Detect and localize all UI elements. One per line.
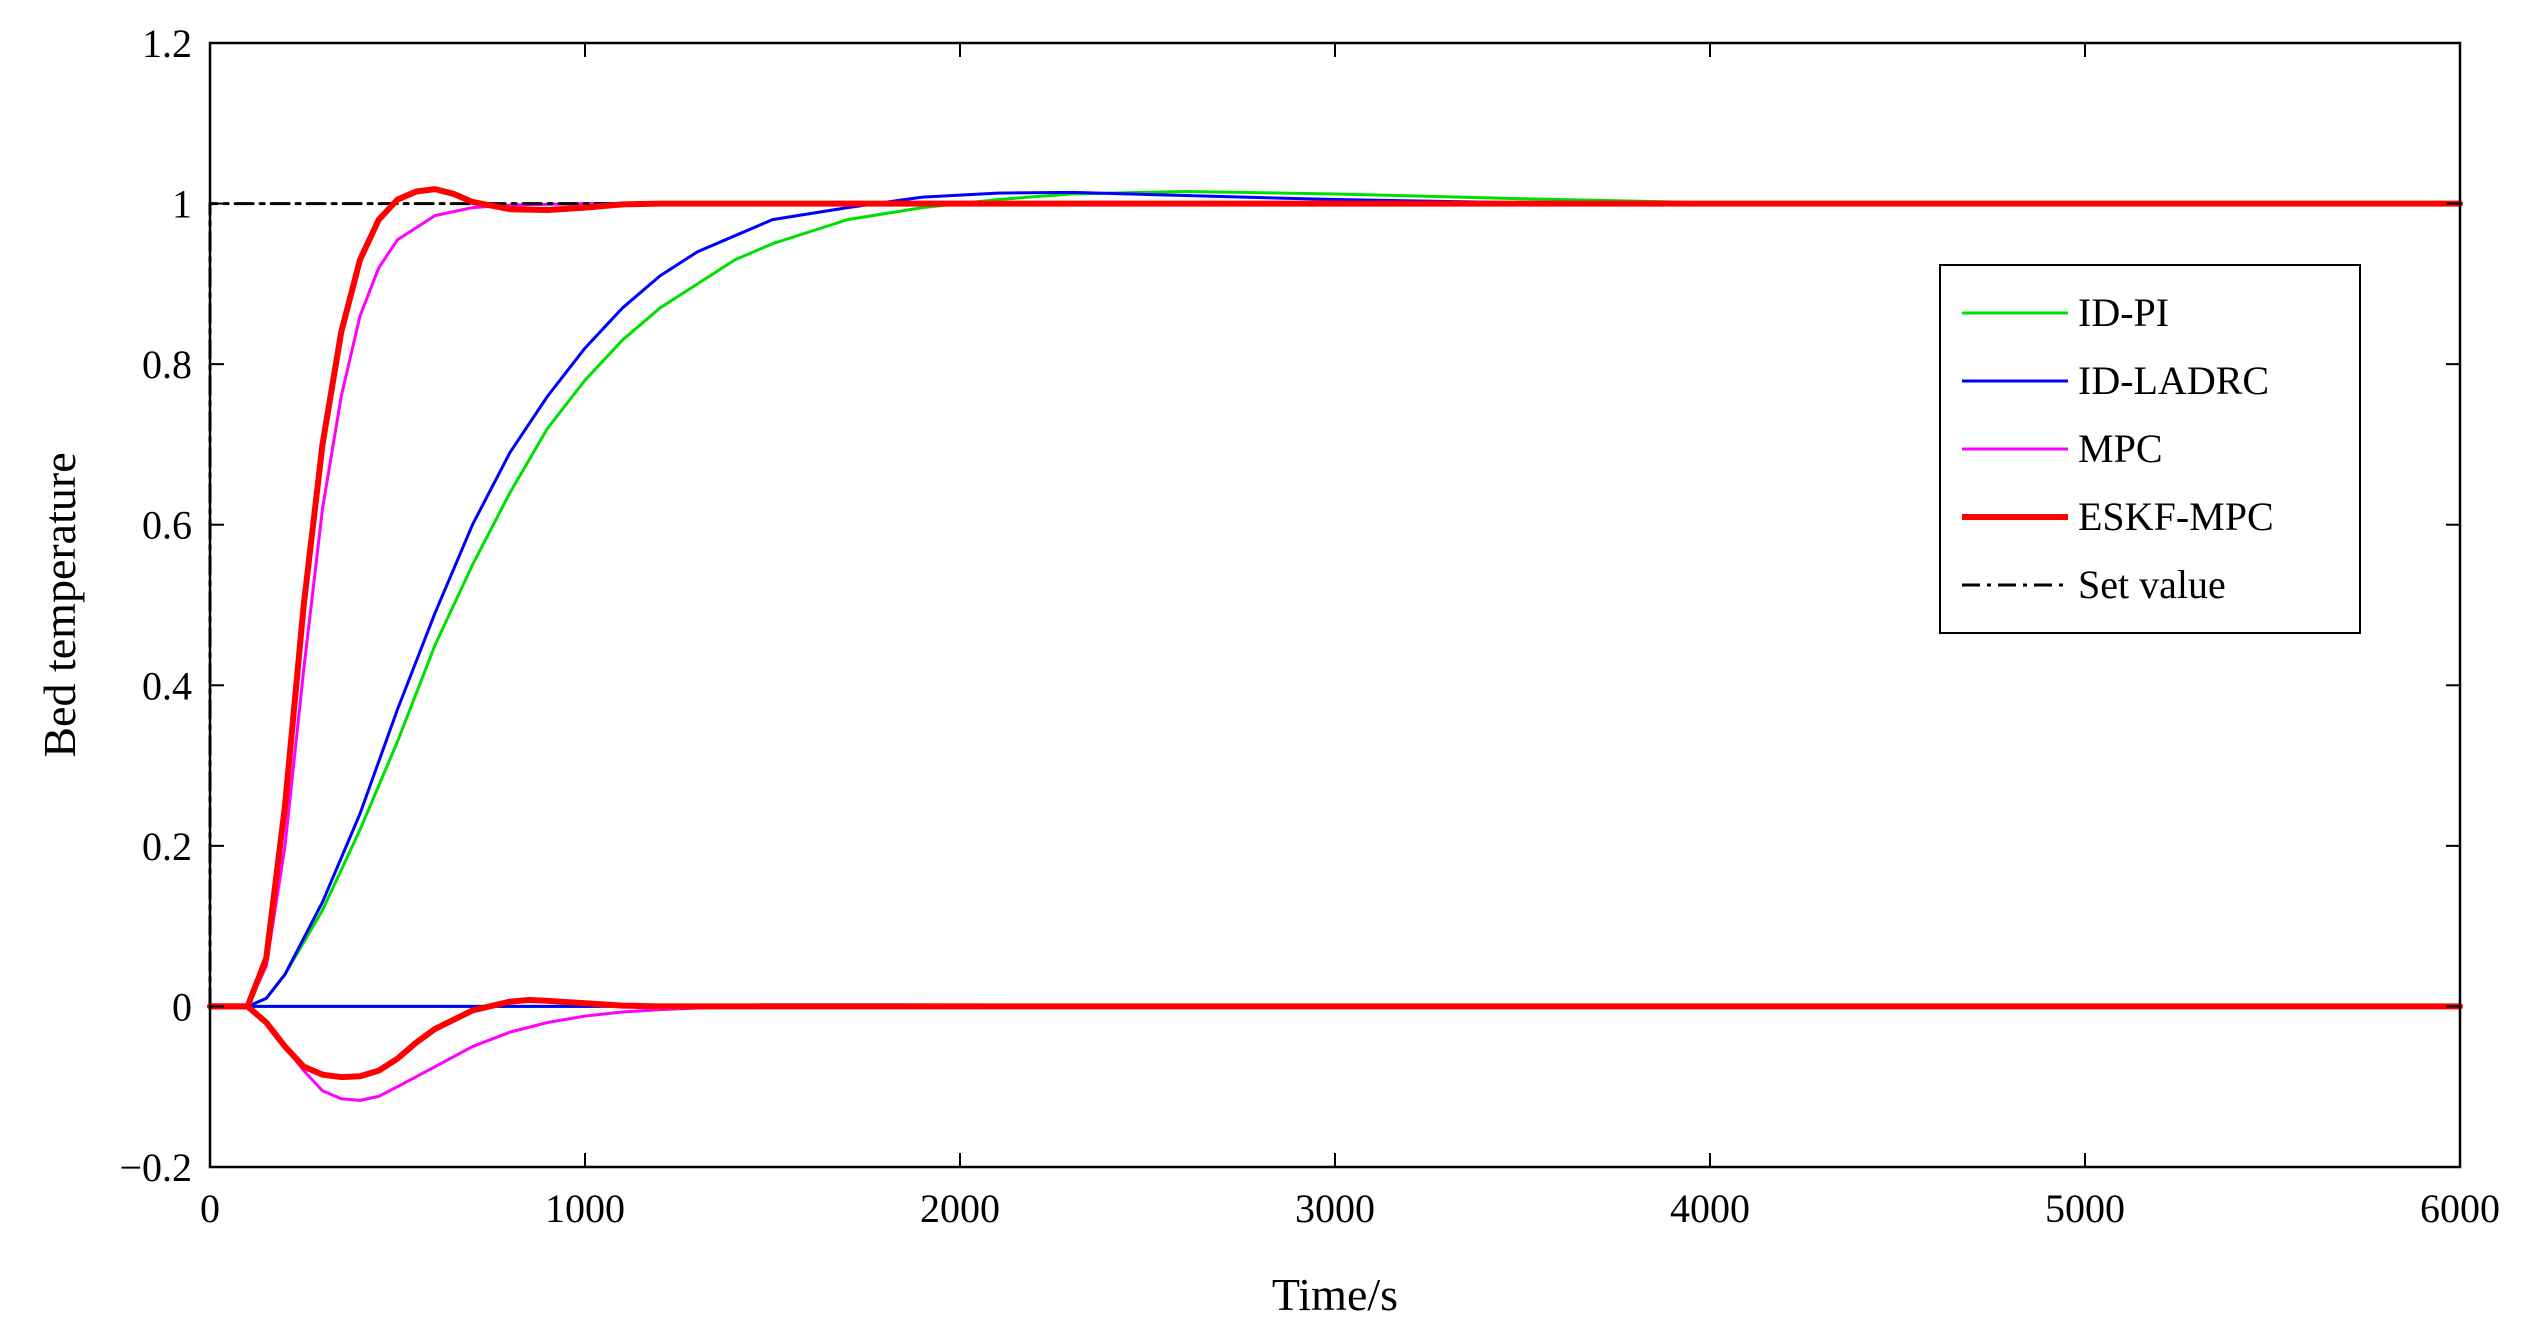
x-tick-label: 1000: [545, 1186, 625, 1231]
ticks-layer: 0 1000 2000 3000 4000 5000 6000−0.200.20.40.60…: [119, 21, 2500, 1231]
y-tick-label: 1.2: [142, 21, 192, 66]
y-tick-label: 0.4: [142, 663, 192, 708]
legend-label-eskf-mpc: ESKF-MPC: [2078, 494, 2274, 539]
y-axis-label: Bed temperature: [34, 452, 85, 757]
legend-label-id-ladrc: ID-LADRC: [2078, 358, 2269, 403]
series-layer: [207, 186, 2463, 1102]
series-line-eskf-mpc-lower: [207, 997, 2463, 1081]
legend-label-mpc: MPC: [2078, 426, 2163, 471]
x-tick-label: 0: [200, 1186, 220, 1231]
y-tick-label: 0.8: [142, 342, 192, 387]
y-tick-label: 0: [172, 984, 192, 1029]
x-tick-label: 2000: [920, 1186, 1000, 1231]
y-tick-label: 1: [172, 182, 192, 227]
x-axis-label: Time/s: [1272, 1269, 1398, 1320]
y-tick-label: 0.2: [142, 824, 192, 869]
series-line-id-ladrc: [208, 190, 2462, 1008]
series-line-eskf-mpc: [207, 186, 2463, 1010]
x-tick-label: 5000: [2045, 1186, 2125, 1231]
x-tick-label: 4000: [1670, 1186, 1750, 1231]
y-tick-label: 0.6: [142, 503, 192, 548]
series-line-id-pi: [208, 190, 2462, 1008]
y-tick-label: −0.2: [119, 1145, 192, 1190]
legend-label-id-pi: ID-PI: [2078, 290, 2169, 335]
x-tick-label: 6000: [2420, 1186, 2500, 1231]
legend-label-set-value: Set value: [2078, 562, 2226, 607]
legend: ID-PI ID-LADRC MPC ESKF-MPC Set value: [1939, 264, 2361, 634]
x-tick-label: 3000: [1295, 1186, 1375, 1231]
series-line-mpc-lower: [208, 1004, 2462, 1102]
